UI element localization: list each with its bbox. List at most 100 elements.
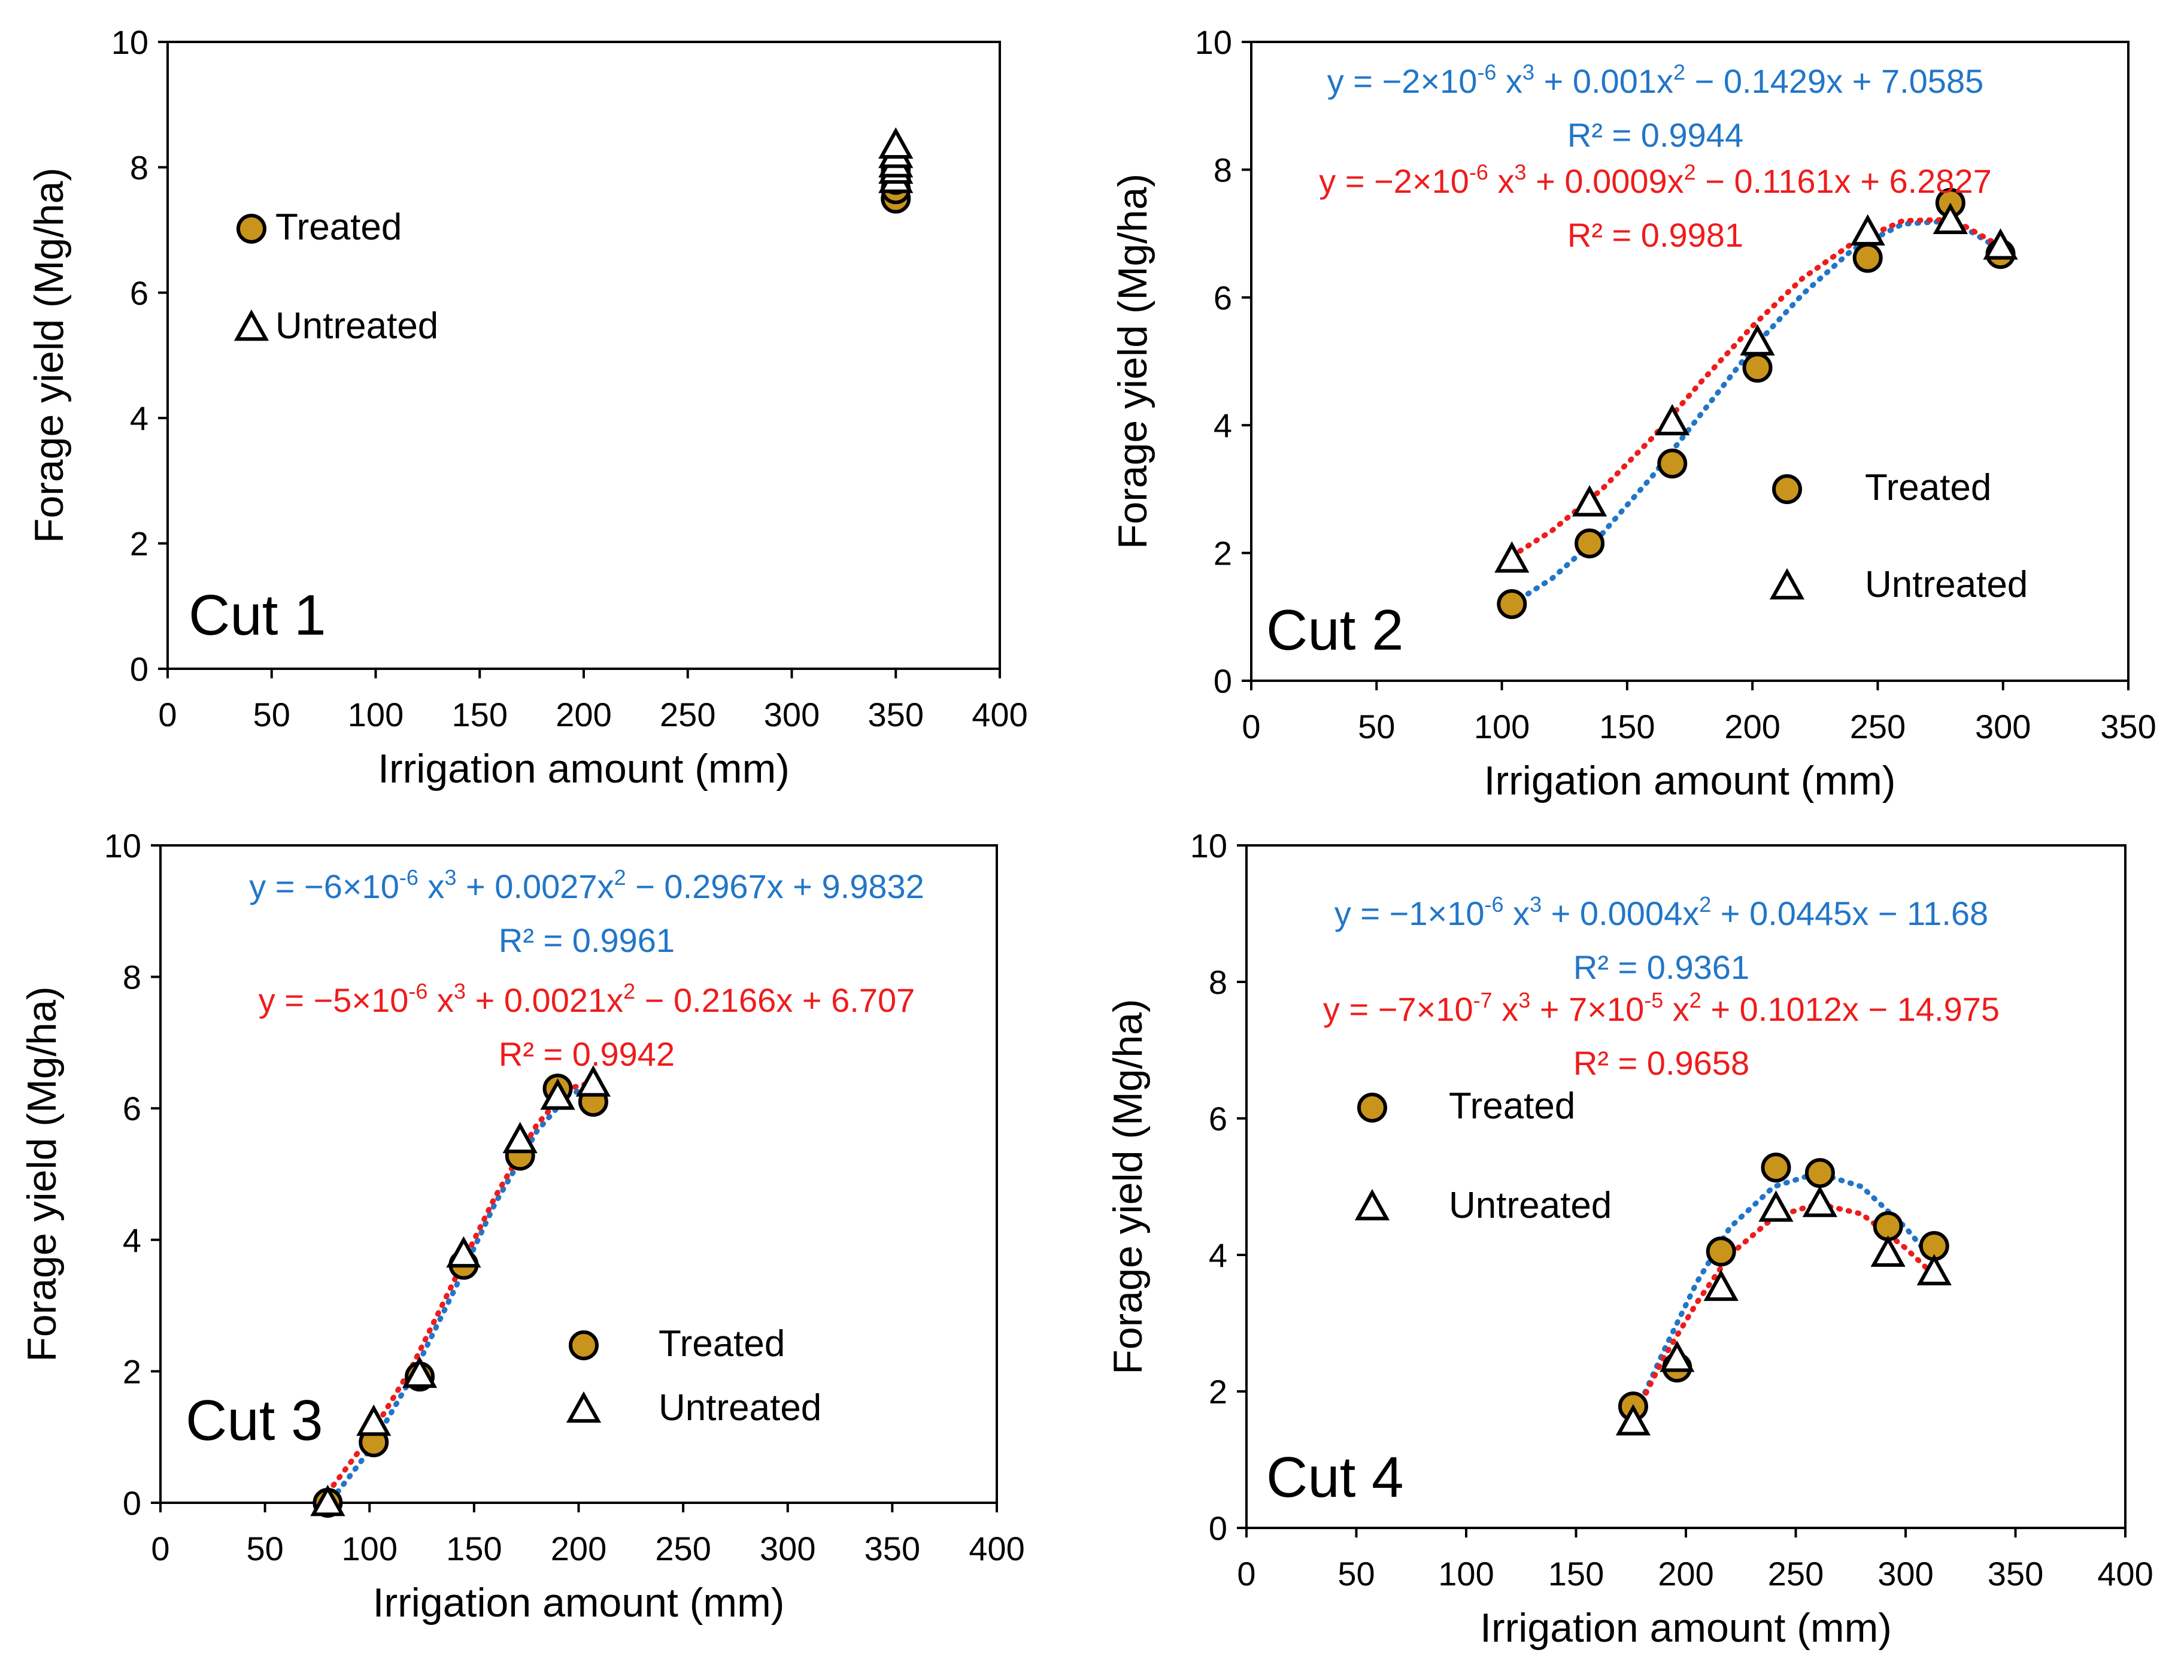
legend-label-untreated: Untreated — [1865, 564, 2028, 605]
x-tick-label: 0 — [1237, 1555, 1255, 1593]
x-tick-label: 50 — [253, 696, 290, 733]
x-tick-label: 350 — [2100, 708, 2156, 745]
x-tick-label: 150 — [1548, 1555, 1604, 1593]
fit-curve-untreated — [1509, 217, 2003, 559]
x-tick-label: 0 — [151, 1530, 169, 1567]
data-point-untreated — [446, 1236, 481, 1268]
y-tick-label: 10 — [1195, 23, 1232, 61]
plot-frame — [1250, 41, 2130, 682]
y-tick-label: 6 — [1214, 279, 1232, 317]
legend-marker-treated — [569, 1330, 599, 1360]
y-tick-label: 4 — [130, 399, 148, 437]
data-point-untreated — [1572, 485, 1607, 517]
x-tick-label: 0 — [158, 696, 177, 733]
x-tick-label: 200 — [1724, 708, 1780, 745]
cut-label: Cut 1 — [189, 583, 326, 647]
y-tick-label: 4 — [123, 1221, 141, 1259]
x-tick-label: 400 — [969, 1530, 1024, 1567]
y-tick-label: 4 — [1214, 407, 1232, 444]
x-tick-label: 150 — [1599, 708, 1655, 745]
y-tick-label: 0 — [1209, 1509, 1227, 1547]
data-point-treated — [1873, 1211, 1903, 1242]
x-tick-label: 300 — [1877, 1555, 1933, 1593]
x-tick-label: 100 — [342, 1530, 398, 1567]
x-tick-label: 0 — [1242, 708, 1260, 745]
x-tick-label: 350 — [1988, 1555, 2043, 1593]
data-point-untreated — [540, 1078, 575, 1110]
data-point-treated — [1706, 1236, 1736, 1267]
plot-frame — [166, 41, 1001, 670]
x-tick-label: 200 — [1658, 1555, 1713, 1593]
y-tick-label: 0 — [130, 650, 148, 688]
equation-untreated: y = −5×10-6 x3 + 0.0021x2 − 0.2166x + 6.… — [259, 979, 915, 1019]
legend-label-treated: Treated — [1449, 1085, 1575, 1127]
legend-marker-untreated — [233, 309, 269, 341]
x-tick-label: 50 — [1337, 1555, 1375, 1593]
y-tick-label: 4 — [1209, 1236, 1227, 1274]
cut-label: Cut 3 — [186, 1388, 323, 1452]
x-tick-label: 100 — [348, 696, 404, 733]
x-axis-label: Irrigation amount (mm) — [1484, 758, 1896, 803]
equation-untreated: y = −7×10-7 x3 + 7×10-5 x2 + 0.1012x − 1… — [1323, 988, 2000, 1028]
equation-treated: y = −2×10-6 x3 + 0.001x2 − 0.1429x + 7.0… — [1327, 60, 1983, 100]
x-tick-label: 350 — [868, 696, 924, 733]
y-tick-label: 0 — [1214, 662, 1232, 700]
x-tick-label: 200 — [551, 1530, 606, 1567]
y-tick-label: 6 — [123, 1090, 141, 1127]
data-point-treated — [1657, 448, 1688, 479]
data-point-treated — [1742, 353, 1773, 383]
x-tick-label: 250 — [660, 696, 715, 733]
data-point-untreated — [356, 1404, 392, 1436]
y-tick-label: 2 — [1214, 535, 1232, 572]
data-point-untreated — [878, 127, 914, 159]
legend-marker-untreated — [566, 1391, 602, 1423]
y-tick-label: 6 — [130, 274, 148, 312]
data-point-untreated — [1916, 1254, 1952, 1285]
legend-marker-treated — [1357, 1093, 1387, 1123]
y-tick-label: 0 — [123, 1484, 141, 1522]
data-point-untreated — [1655, 404, 1690, 436]
r2-treated: R² = 0.9961 — [499, 921, 675, 959]
y-tick-label: 10 — [111, 23, 148, 61]
data-point-untreated — [1850, 214, 1885, 246]
data-point-untreated — [1758, 1190, 1794, 1222]
cut-label: Cut 2 — [1266, 598, 1403, 662]
legend-label-untreated: Untreated — [659, 1387, 821, 1429]
y-tick-label: 2 — [1209, 1373, 1227, 1411]
y-tick-label: 6 — [1209, 1100, 1227, 1138]
y-tick-label: 10 — [1190, 827, 1227, 865]
data-point-untreated — [1740, 324, 1775, 356]
legend-marker-untreated — [1769, 568, 1805, 600]
cut-label: Cut 4 — [1266, 1445, 1403, 1509]
legend-marker-treated — [236, 214, 266, 244]
r2-untreated: R² = 0.9981 — [1567, 216, 1743, 254]
y-axis-label: Forage yield (Mg/ha) — [19, 986, 65, 1361]
data-point-untreated — [575, 1065, 611, 1097]
x-tick-label: 300 — [1975, 708, 2031, 745]
y-tick-label: 8 — [1209, 963, 1227, 1001]
x-tick-label: 350 — [864, 1530, 920, 1567]
x-tick-label: 250 — [1850, 708, 1906, 745]
data-point-untreated — [1615, 1404, 1651, 1436]
equation-untreated: y = −2×10-6 x3 + 0.0009x2 − 0.1161x + 6.… — [1319, 160, 1991, 200]
legend-label-treated: Treated — [275, 207, 402, 248]
y-tick-label: 8 — [1214, 151, 1232, 189]
x-tick-label: 300 — [760, 1530, 815, 1567]
data-point-untreated — [1802, 1185, 1837, 1217]
legend-label-untreated: Untreated — [1449, 1185, 1612, 1226]
plot-frame — [1245, 844, 2127, 1529]
data-point-untreated — [1870, 1235, 1906, 1267]
x-tick-label: 200 — [556, 696, 611, 733]
x-tick-label: 150 — [452, 696, 508, 733]
y-tick-label: 2 — [123, 1353, 141, 1390]
data-point-untreated — [1933, 202, 1968, 234]
x-tick-label: 300 — [764, 696, 820, 733]
y-axis-label: Forage yield (Mg/ha) — [1105, 999, 1151, 1374]
x-tick-label: 400 — [972, 696, 1027, 733]
y-axis-label: Forage yield (Mg/ha) — [1110, 174, 1155, 549]
